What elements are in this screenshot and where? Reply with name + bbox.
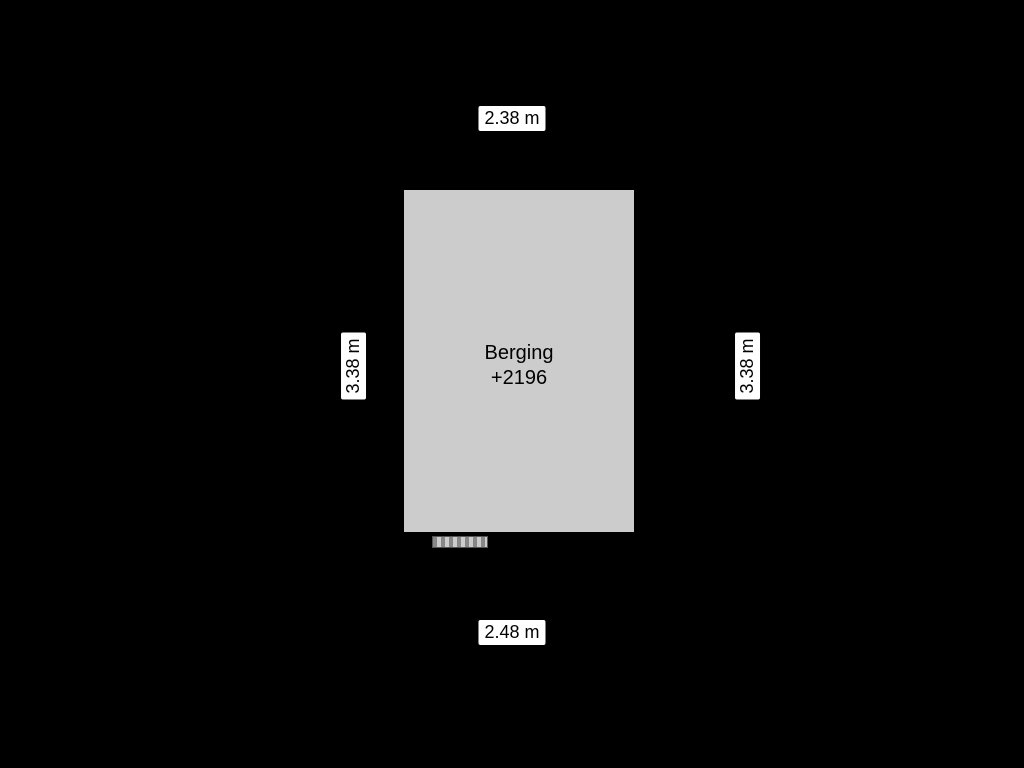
room-berging: Berging +2196 — [398, 184, 640, 538]
floorplan-canvas: Berging +2196 2.38 m 2.48 m 3.38 m 3.38 … — [0, 0, 1024, 768]
dimension-right: 3.38 m — [735, 332, 760, 399]
room-label: Berging +2196 — [404, 341, 634, 391]
dimension-bottom: 2.48 m — [478, 620, 545, 645]
door-threshold — [432, 536, 488, 548]
dimension-left: 3.38 m — [341, 332, 366, 399]
room-name: Berging — [485, 342, 554, 364]
dimension-top: 2.38 m — [478, 106, 545, 131]
room-sublabel: +2196 — [491, 367, 547, 389]
